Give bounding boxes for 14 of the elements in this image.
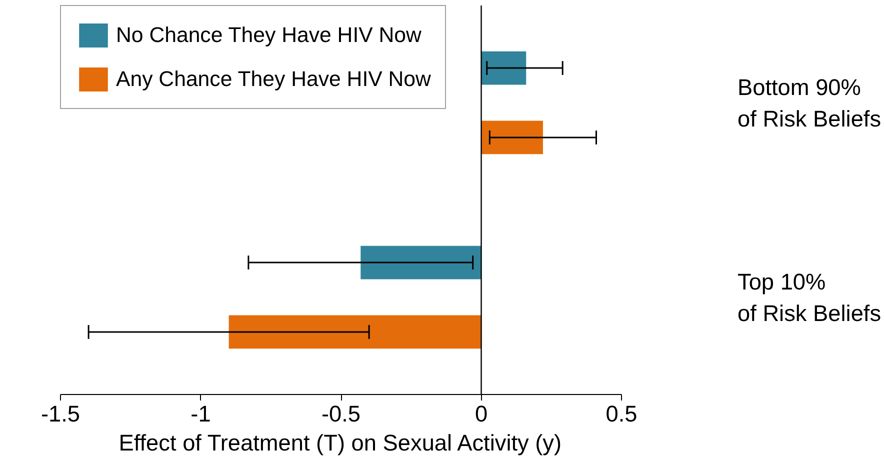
x-tick-label: -1 — [190, 400, 211, 426]
y-tick-label: Top 10% of Risk Beliefs — [738, 268, 882, 326]
y-tick-label: Bottom 90% of Risk Beliefs — [738, 74, 882, 132]
x-tick-label: 0 — [474, 400, 488, 426]
x-tick-label: -1.5 — [40, 400, 80, 426]
x-tick-label: 0.5 — [606, 400, 638, 426]
legend-label: Any Chance They Have HIV Now — [116, 66, 431, 92]
x-tick-label: -0.5 — [321, 400, 361, 426]
bar — [481, 120, 543, 154]
legend-label: No Chance They Have HIV Now — [116, 22, 422, 48]
x-axis-title: Effect of Treatment (T) on Sexual Activity (y) — [118, 430, 562, 456]
bar — [228, 315, 482, 349]
bar — [360, 246, 482, 280]
bar — [481, 51, 526, 85]
